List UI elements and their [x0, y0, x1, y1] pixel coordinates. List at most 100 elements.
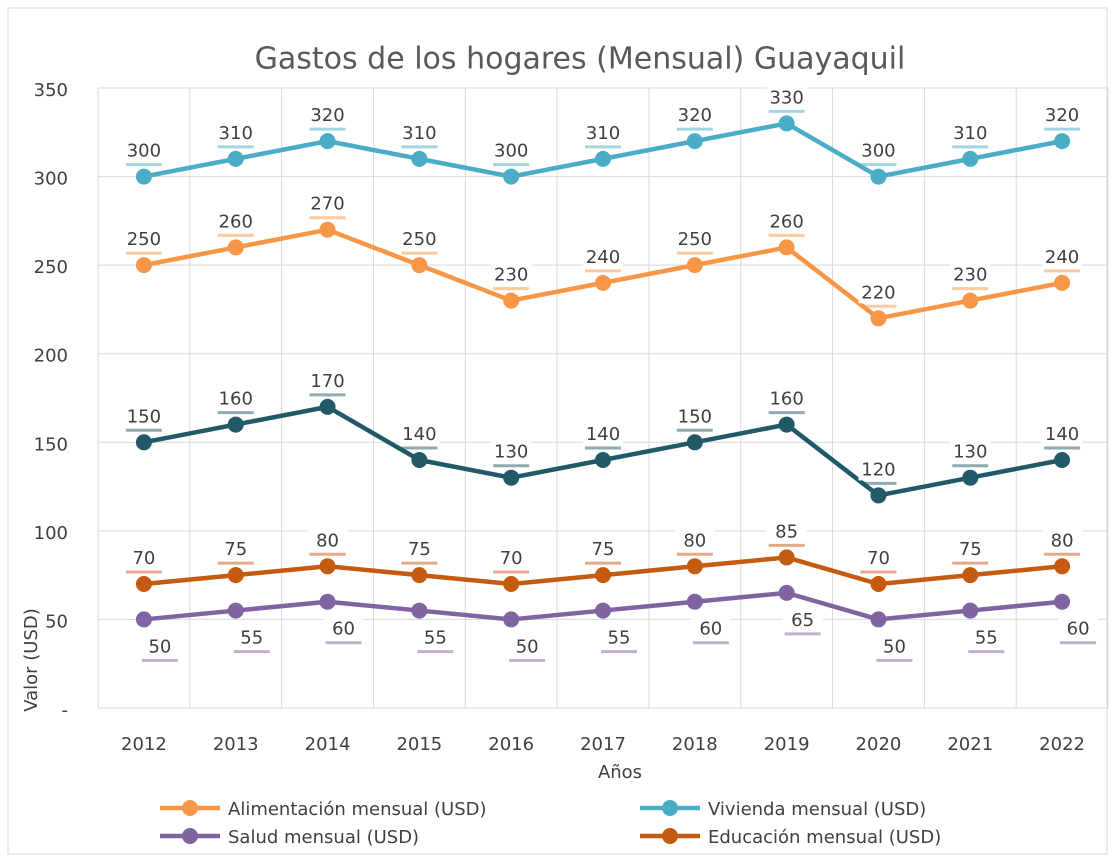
point — [778, 416, 795, 433]
point — [595, 274, 611, 291]
label-bg — [491, 262, 532, 286]
data-label: 75 — [224, 539, 247, 560]
point — [319, 221, 336, 238]
label-bg — [491, 138, 532, 162]
data-label: 220 — [861, 282, 895, 303]
data-label: 240 — [1045, 247, 1079, 268]
label-bg — [858, 457, 899, 481]
point — [411, 257, 428, 274]
label-bg — [766, 386, 807, 410]
label-bg — [399, 227, 440, 251]
point — [870, 576, 887, 592]
point — [962, 567, 979, 584]
x-tick-label: 2019 — [764, 734, 810, 755]
data-label: 240 — [586, 247, 620, 268]
data-label: 55 — [240, 628, 263, 649]
label-bg — [674, 103, 715, 127]
point — [686, 593, 703, 610]
label-bg — [583, 537, 623, 561]
point — [227, 150, 244, 167]
data-label: 50 — [148, 636, 171, 657]
point — [962, 150, 979, 167]
label-bg — [950, 262, 991, 286]
y-tick-label: - — [62, 700, 69, 721]
data-label: 230 — [494, 265, 528, 286]
data-label: 130 — [494, 442, 528, 463]
data-label: 310 — [586, 123, 620, 144]
label-bg — [139, 634, 180, 658]
chart-title: Gastos de los hogares (Mensual) Guayaqui… — [255, 42, 906, 77]
point — [686, 434, 703, 451]
point — [503, 611, 520, 628]
point — [227, 602, 244, 619]
data-label: 80 — [316, 530, 339, 551]
label-bg — [858, 280, 899, 304]
label-bg — [1042, 422, 1083, 445]
point — [227, 567, 244, 584]
data-label: 310 — [402, 123, 436, 144]
data-label: 50 — [516, 636, 539, 657]
point — [135, 257, 152, 274]
x-tick-label: 2021 — [947, 734, 993, 755]
point — [778, 584, 795, 601]
point — [595, 567, 611, 584]
data-label: 150 — [678, 406, 712, 427]
data-label: 300 — [127, 141, 161, 162]
label-bg — [766, 519, 807, 543]
label-bg — [399, 422, 440, 445]
x-tick-label: 2022 — [1039, 734, 1085, 755]
y-tick-label: 300 — [34, 169, 68, 190]
label-bg — [215, 386, 256, 410]
label-bg — [766, 209, 807, 233]
x-tick-label: 2014 — [305, 734, 351, 755]
point — [319, 133, 336, 150]
data-label: 140 — [1045, 424, 1079, 445]
data-label: 60 — [699, 619, 722, 640]
data-label: 320 — [678, 105, 712, 126]
label-bg — [415, 625, 456, 649]
data-label: 250 — [678, 229, 712, 250]
point — [686, 257, 703, 274]
point — [503, 292, 520, 309]
label-bg — [507, 634, 548, 658]
data-label: 60 — [332, 619, 355, 640]
label-bg — [583, 244, 623, 268]
point — [870, 168, 887, 185]
data-label: 320 — [1045, 105, 1079, 126]
data-label: 230 — [953, 265, 987, 286]
label-bg — [858, 138, 899, 162]
data-label: 70 — [132, 548, 155, 569]
label-bg — [583, 120, 623, 144]
label-bg — [674, 227, 715, 251]
data-label: 60 — [1067, 619, 1090, 640]
label-bg — [599, 625, 639, 649]
data-label: 150 — [127, 406, 161, 427]
label-bg — [1042, 244, 1083, 268]
data-label: 160 — [769, 389, 803, 410]
legend-marker — [182, 828, 198, 844]
data-label: 300 — [494, 141, 528, 162]
data-label: 55 — [608, 628, 631, 649]
legend-label: Salud mensual (USD) — [228, 827, 419, 848]
data-label: 75 — [592, 539, 615, 560]
label-bg — [399, 537, 440, 561]
data-label: 300 — [861, 141, 895, 162]
label-bg — [1042, 528, 1083, 552]
point — [1054, 593, 1071, 610]
y-tick-label: 200 — [34, 346, 68, 367]
point — [411, 452, 428, 468]
label-bg — [123, 227, 164, 251]
label-bg — [690, 616, 731, 640]
point — [411, 602, 428, 619]
point — [870, 487, 887, 504]
data-label: 310 — [219, 123, 253, 144]
data-label: 70 — [867, 548, 890, 569]
data-label: 65 — [791, 610, 814, 631]
point — [411, 567, 428, 584]
label-bg — [782, 607, 823, 631]
data-label: 250 — [402, 229, 436, 250]
x-tick-label: 2013 — [213, 734, 259, 755]
x-tick-label: 2020 — [856, 734, 902, 755]
point — [962, 602, 979, 619]
legend-marker — [662, 800, 678, 816]
